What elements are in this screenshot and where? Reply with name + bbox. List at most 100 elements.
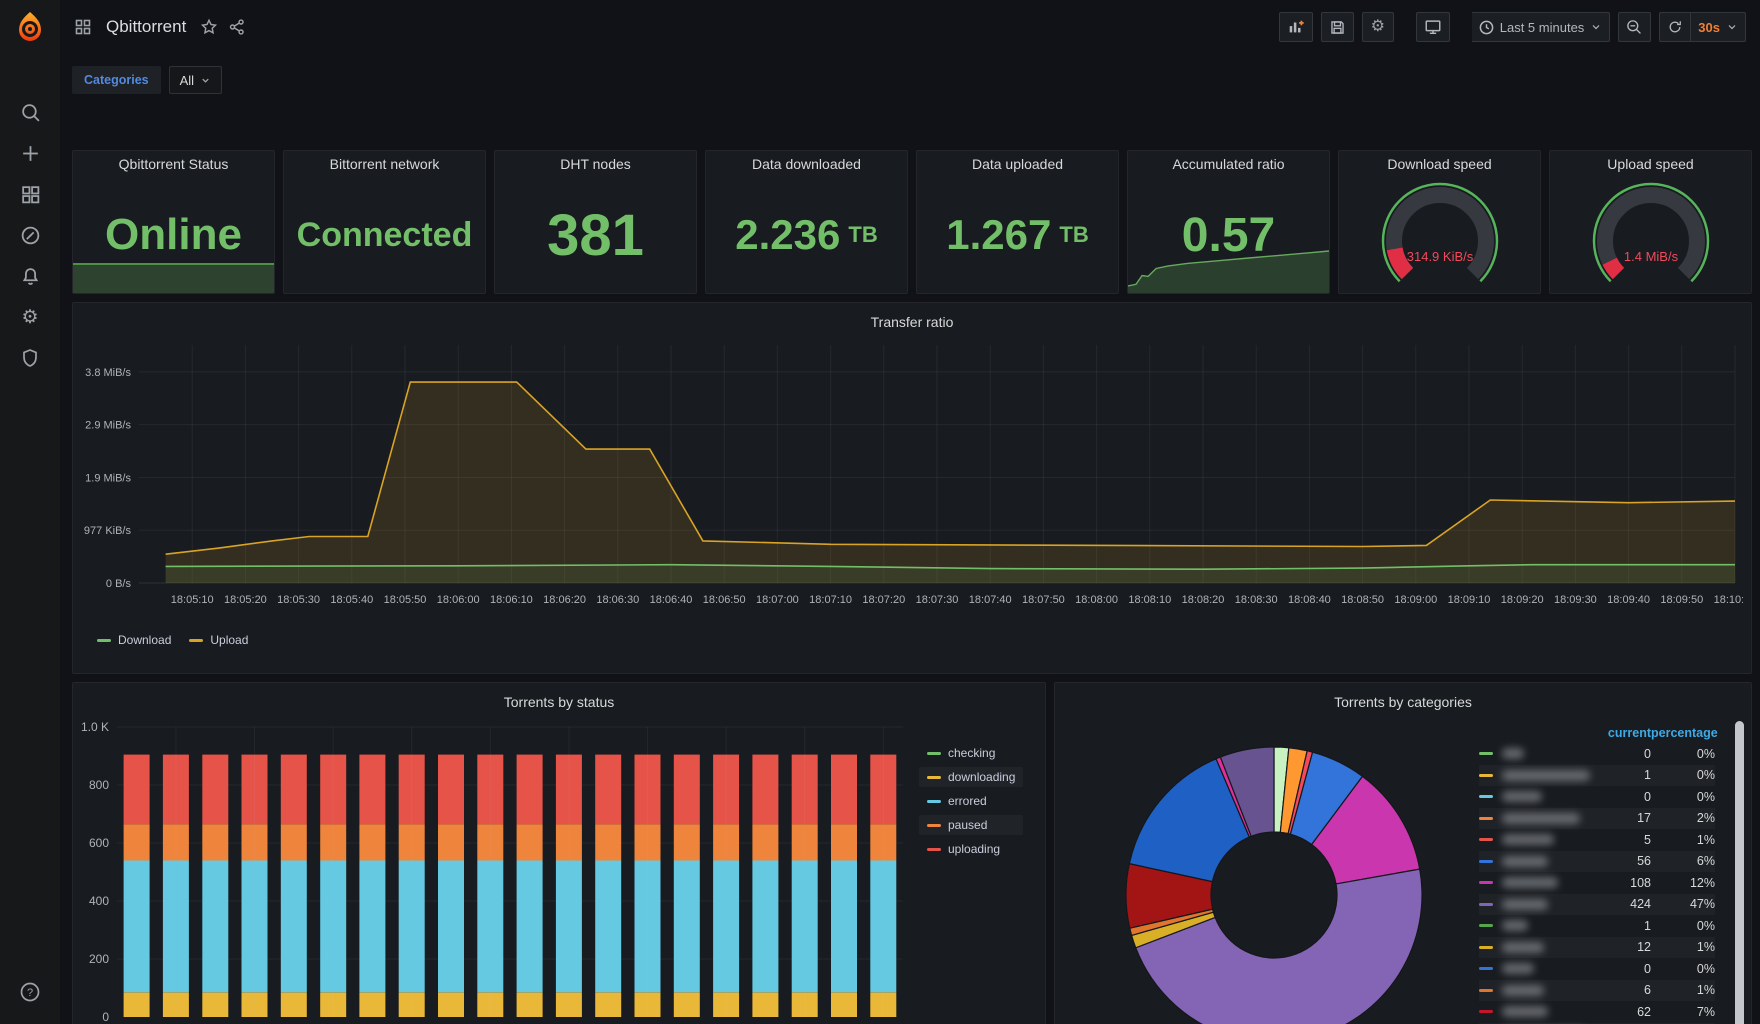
bar-stack[interactable] bbox=[241, 754, 268, 1017]
panel-title[interactable]: Accumulated ratio bbox=[1172, 156, 1285, 172]
bar-stack[interactable] bbox=[123, 754, 150, 1017]
table-row[interactable]: 1 0% bbox=[1479, 915, 1715, 937]
bar-stack[interactable] bbox=[162, 754, 189, 1017]
bar-stack[interactable] bbox=[438, 754, 464, 1017]
legend-item-paused[interactable]: paused bbox=[919, 815, 1024, 835]
panel-title[interactable]: Torrents by categories bbox=[1334, 694, 1472, 710]
table-row[interactable]: 0 0% bbox=[1479, 743, 1715, 765]
legend-item-errored[interactable]: errored bbox=[919, 791, 1023, 811]
legend-item-download[interactable]: Download bbox=[97, 633, 171, 647]
bar-stack[interactable] bbox=[202, 754, 229, 1017]
legend-swatch bbox=[927, 775, 941, 779]
panel-title[interactable]: Qbittorrent Status bbox=[118, 156, 229, 172]
categories-variable-value: All bbox=[179, 72, 195, 88]
bar-stack[interactable] bbox=[398, 754, 425, 1017]
bar-stack[interactable] bbox=[320, 754, 347, 1017]
table-row[interactable]: 13915% bbox=[1479, 1022, 1715, 1024]
category-swatch bbox=[1479, 838, 1493, 842]
panel-title[interactable]: Data uploaded bbox=[971, 156, 1064, 172]
transfer-ratio-chart[interactable]: 18:05:10 18:05:20 18:05:30 18:05:40 18:05:50… bbox=[81, 337, 1743, 629]
bar-stack[interactable] bbox=[791, 754, 818, 1017]
bar-stack[interactable] bbox=[752, 754, 779, 1017]
time-range-button[interactable]: Last 5 minutes bbox=[1471, 12, 1611, 42]
panel-title[interactable]: Download speed bbox=[1387, 156, 1492, 172]
svg-text:1.9 MiB/s: 1.9 MiB/s bbox=[85, 472, 131, 484]
save-dashboard-button[interactable] bbox=[1320, 12, 1354, 42]
refresh-button[interactable] bbox=[1659, 12, 1692, 42]
panel-title[interactable]: Torrents by status bbox=[503, 694, 615, 710]
panel-title[interactable]: Data downloaded bbox=[752, 156, 861, 172]
bar-stack[interactable] bbox=[595, 754, 622, 1017]
bar-stack[interactable] bbox=[555, 754, 582, 1017]
legend-item-checking[interactable]: checking bbox=[919, 743, 1023, 763]
legend-swatch bbox=[927, 751, 941, 755]
donut-slice[interactable] bbox=[1134, 868, 1423, 1024]
star-icon[interactable] bbox=[200, 18, 218, 36]
dashboards-grid-icon[interactable] bbox=[18, 182, 42, 206]
zoom-out-button[interactable] bbox=[1618, 12, 1652, 42]
panel-title[interactable]: Bittorrent network bbox=[329, 156, 440, 172]
cell-current: 1 bbox=[1644, 768, 1651, 783]
share-icon[interactable] bbox=[228, 18, 246, 36]
search-icon[interactable] bbox=[18, 100, 42, 124]
create-plus-icon[interactable] bbox=[18, 141, 42, 165]
column-header-percentage[interactable]: percentage bbox=[1651, 726, 1718, 740]
categories-variable-label[interactable]: Categories bbox=[72, 66, 161, 94]
table-row[interactable]: 56 6% bbox=[1479, 850, 1715, 872]
table-scrollbar-thumb[interactable] bbox=[1735, 721, 1744, 1024]
alerting-bell-icon[interactable] bbox=[18, 264, 42, 288]
dashboard-grid-icon[interactable] bbox=[74, 18, 92, 36]
table-row[interactable]: 108 12% bbox=[1479, 872, 1715, 894]
table-row[interactable]: 5 1% bbox=[1479, 829, 1715, 851]
admin-shield-icon[interactable] bbox=[18, 346, 42, 370]
configuration-gear-icon[interactable]: ⚙ bbox=[21, 306, 39, 328]
add-panel-button[interactable] bbox=[1278, 12, 1313, 42]
svg-text:18:06:50: 18:06:50 bbox=[703, 594, 746, 606]
table-row[interactable]: 0 0% bbox=[1479, 786, 1715, 808]
table-row[interactable]: 0 0% bbox=[1479, 958, 1715, 980]
panel-title[interactable]: DHT nodes bbox=[560, 156, 631, 172]
categories-donut-chart[interactable] bbox=[1079, 721, 1469, 1024]
chevron-down-icon bbox=[1728, 25, 1736, 30]
legend-item-uploading[interactable]: uploading bbox=[919, 839, 1023, 859]
dashboard-settings-button[interactable]: ⚙ bbox=[1361, 12, 1394, 42]
column-header-current[interactable]: current bbox=[1607, 726, 1651, 740]
svg-text:977 KiB/s: 977 KiB/s bbox=[84, 525, 132, 537]
table-row[interactable]: 17 2% bbox=[1479, 807, 1715, 829]
bar-stack[interactable] bbox=[673, 754, 700, 1017]
table-row[interactable]: 6 1% bbox=[1479, 979, 1715, 1001]
table-row[interactable]: 424 47% bbox=[1479, 893, 1715, 915]
bar-stack[interactable] bbox=[516, 754, 543, 1017]
legend-item-upload[interactable]: Upload bbox=[189, 633, 248, 647]
cell-current: 108 bbox=[1630, 875, 1651, 890]
help-icon[interactable]: ? bbox=[18, 980, 42, 1004]
bar-stack[interactable] bbox=[477, 754, 504, 1017]
bar-stack[interactable] bbox=[634, 754, 661, 1017]
panel-title[interactable]: Transfer ratio bbox=[870, 314, 954, 330]
svg-text:18:05:20: 18:05:20 bbox=[224, 594, 267, 606]
category-swatch bbox=[1479, 924, 1493, 928]
dashboard-title[interactable]: Qbittorrent bbox=[106, 17, 187, 36]
category-name-blurred bbox=[1502, 1006, 1548, 1018]
category-name-blurred bbox=[1502, 769, 1590, 781]
svg-text:18:07:30: 18:07:30 bbox=[916, 594, 959, 606]
donut-slice[interactable] bbox=[1219, 746, 1275, 838]
panel-title[interactable]: Upload speed bbox=[1607, 156, 1694, 172]
bar-stack[interactable] bbox=[359, 754, 386, 1017]
bar-stack[interactable] bbox=[870, 754, 897, 1017]
table-row[interactable]: 12 1% bbox=[1479, 936, 1715, 958]
tv-kiosk-button[interactable] bbox=[1415, 12, 1450, 42]
categories-variable-select[interactable]: All bbox=[168, 66, 223, 94]
bar-stack[interactable] bbox=[831, 754, 857, 1017]
explore-compass-icon[interactable] bbox=[18, 223, 42, 247]
bar-stack[interactable] bbox=[280, 754, 307, 1017]
bar-stack[interactable] bbox=[713, 754, 740, 1017]
grafana-logo[interactable] bbox=[0, 0, 60, 54]
legend-item-downloading[interactable]: downloading bbox=[919, 767, 1024, 787]
table-row[interactable]: 1 0% bbox=[1479, 764, 1715, 786]
refresh-interval-button[interactable]: 30s bbox=[1691, 12, 1746, 42]
table-row[interactable]: 62 7% bbox=[1479, 1001, 1715, 1023]
category-swatch bbox=[1479, 1010, 1493, 1014]
